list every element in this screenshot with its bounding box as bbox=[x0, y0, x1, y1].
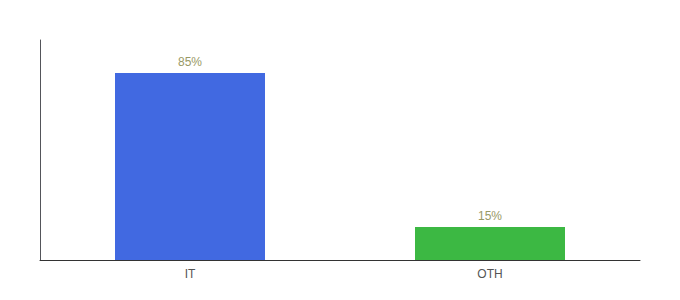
svg-text:85%: 85% bbox=[178, 55, 202, 69]
svg-text:IT: IT bbox=[185, 267, 196, 281]
svg-text:OTH: OTH bbox=[477, 267, 502, 281]
svg-text:15%: 15% bbox=[478, 209, 502, 223]
